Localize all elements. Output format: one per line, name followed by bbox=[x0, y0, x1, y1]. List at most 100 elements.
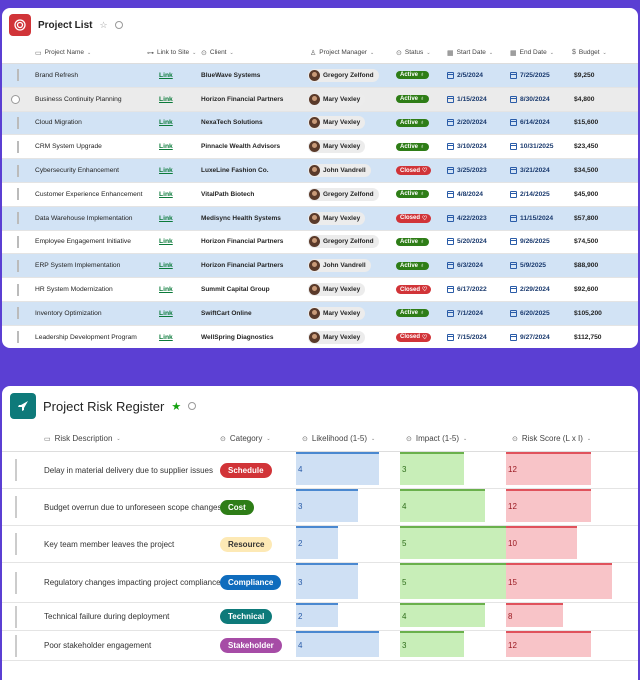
end-date-cell[interactable]: 11/15/2024 bbox=[504, 214, 570, 222]
risk-description-cell[interactable]: Delay in material delivery due to suppli… bbox=[44, 465, 213, 475]
budget-cell[interactable]: $9,250 bbox=[574, 71, 595, 79]
row-select[interactable] bbox=[2, 307, 29, 320]
risk-score-cell[interactable]: 12 bbox=[506, 631, 624, 660]
table-row[interactable]: Regulatory changes impacting project com… bbox=[2, 563, 638, 603]
person-chip[interactable]: Mary Vexley bbox=[308, 306, 366, 320]
client-cell[interactable]: WellSpring Diagnostics bbox=[201, 333, 274, 341]
pm-cell[interactable]: Mary Vexley bbox=[302, 92, 390, 106]
row-select[interactable] bbox=[2, 164, 29, 177]
project-name-cell[interactable]: Brand Refresh bbox=[35, 71, 79, 79]
budget-cell[interactable]: $112,750 bbox=[574, 333, 602, 341]
budget-cell[interactable]: $92,600 bbox=[574, 286, 599, 294]
status-cell[interactable]: Active ♁ bbox=[390, 71, 443, 80]
table-row[interactable]: Key team member leaves the project Resour… bbox=[2, 526, 638, 563]
row-checkbox[interactable] bbox=[11, 94, 20, 104]
category-cell[interactable]: Compliance bbox=[220, 563, 296, 602]
pm-cell[interactable]: John Vandrell bbox=[302, 259, 390, 273]
risk-score-cell[interactable]: 10 bbox=[506, 526, 624, 562]
risk-description-cell[interactable]: Technical failure during deployment bbox=[44, 612, 170, 621]
status-cell[interactable]: Closed ♡ bbox=[390, 166, 443, 176]
budget-cell[interactable]: $34,500 bbox=[574, 167, 599, 175]
table-row[interactable]: Cloud Migration Link NexaTech Solutions Mar… bbox=[2, 111, 638, 136]
risk-score-cell[interactable]: 12 bbox=[506, 452, 624, 488]
person-chip[interactable]: Mary Vexley bbox=[308, 140, 366, 154]
project-name-cell[interactable]: CRM System Upgrade bbox=[35, 143, 102, 151]
end-date-cell[interactable]: 3/21/2024 bbox=[504, 167, 570, 175]
end-date-cell[interactable]: 9/26/2025 bbox=[504, 238, 570, 246]
client-cell[interactable]: BlueWave Systems bbox=[201, 71, 261, 79]
pm-cell[interactable]: Mary Vexley bbox=[302, 116, 390, 130]
project-name-cell[interactable]: Employee Engagement Initiative bbox=[35, 238, 131, 246]
pm-cell[interactable]: Gregory Zelfond bbox=[302, 68, 390, 82]
favorite-star-icon[interactable]: ☆ bbox=[99, 19, 108, 30]
budget-cell[interactable]: $57,800 bbox=[574, 214, 599, 222]
table-row[interactable]: Inventory Optimization Link SwiftCart Onli… bbox=[2, 301, 638, 326]
row-select[interactable] bbox=[2, 563, 30, 602]
risk-description-cell[interactable]: Key team member leaves the project bbox=[44, 539, 175, 549]
site-link[interactable]: Link bbox=[159, 190, 173, 198]
client-cell[interactable]: Pinnacle Wealth Advisors bbox=[201, 143, 281, 151]
info-icon[interactable] bbox=[114, 21, 123, 29]
row-select[interactable] bbox=[2, 526, 30, 562]
start-date-cell[interactable]: 4/8/2024 bbox=[443, 190, 504, 198]
impact-cell[interactable]: 5 bbox=[400, 563, 506, 602]
select-all-cell[interactable] bbox=[2, 42, 29, 63]
start-date-cell[interactable]: 7/15/2024 bbox=[443, 333, 504, 341]
end-date-cell[interactable]: 2/14/2025 bbox=[504, 190, 570, 198]
pm-cell[interactable]: Mary Vexley bbox=[302, 283, 390, 297]
col-header-risk-score[interactable]: ⊙ Risk Score (L x I) ⌄ bbox=[506, 426, 624, 451]
pm-cell[interactable]: Gregory Zelfond bbox=[302, 235, 390, 249]
status-cell[interactable]: Active ♁ bbox=[390, 261, 443, 270]
end-date-cell[interactable]: 6/14/2024 bbox=[504, 119, 570, 127]
risk-description-cell[interactable]: Regulatory changes impacting project com… bbox=[44, 578, 220, 587]
col-header-project-name[interactable]: ▭ Project Name ⌄ bbox=[29, 42, 147, 63]
pm-cell[interactable]: Gregory Zelfond bbox=[302, 187, 390, 201]
project-name-cell[interactable]: HR System Modernization bbox=[35, 286, 113, 294]
likelihood-cell[interactable]: 4 bbox=[296, 631, 400, 660]
table-row[interactable]: Poor stakeholder engagement Stakeholder 4 3… bbox=[2, 631, 638, 661]
status-cell[interactable]: Active ♁ bbox=[390, 142, 443, 151]
client-cell[interactable]: Summit Capital Group bbox=[201, 286, 270, 294]
col-header-link[interactable]: ⊶ Link to Site ⌄ bbox=[147, 42, 197, 63]
table-row[interactable]: Cybersecurity Enhancement Link LuxeLine Fa… bbox=[2, 159, 638, 183]
budget-cell[interactable]: $105,200 bbox=[574, 309, 602, 317]
client-cell[interactable]: Horizon Financial Partners bbox=[201, 262, 284, 270]
budget-cell[interactable]: $23,450 bbox=[574, 143, 599, 151]
table-row[interactable]: Customer Experience Enhancement Link Vital… bbox=[2, 183, 638, 207]
likelihood-cell[interactable]: 3 bbox=[296, 489, 400, 525]
row-select[interactable] bbox=[2, 116, 29, 129]
site-link[interactable]: Link bbox=[159, 309, 173, 317]
person-chip[interactable]: Mary Vexley bbox=[308, 283, 366, 297]
budget-cell[interactable]: $88,900 bbox=[574, 262, 599, 270]
impact-cell[interactable]: 3 bbox=[400, 631, 506, 660]
col-header-client[interactable]: ⊙ Client ⌄ bbox=[197, 42, 302, 63]
table-row[interactable]: Data Warehouse Implementation Link Medisyn… bbox=[2, 206, 638, 231]
end-date-cell[interactable]: 9/27/2024 bbox=[504, 333, 570, 341]
pm-cell[interactable]: John Vandrell bbox=[302, 164, 390, 178]
project-name-cell[interactable]: Cybersecurity Enhancement bbox=[35, 167, 120, 175]
project-name-cell[interactable]: Inventory Optimization bbox=[35, 309, 102, 317]
status-cell[interactable]: Closed ♡ bbox=[390, 285, 443, 295]
client-cell[interactable]: Medisync Health Systems bbox=[201, 214, 281, 222]
person-chip[interactable]: John Vandrell bbox=[308, 164, 371, 178]
start-date-cell[interactable]: 2/5/2024 bbox=[443, 71, 504, 79]
col-header-impact[interactable]: ⊙ Impact (1-5) ⌄ bbox=[400, 426, 506, 451]
client-cell[interactable]: SwiftCart Online bbox=[201, 309, 252, 317]
table-row[interactable]: Brand Refresh Link BlueWave Systems Gregory… bbox=[2, 64, 638, 88]
impact-cell[interactable]: 3 bbox=[400, 452, 506, 488]
site-link[interactable]: Link bbox=[159, 238, 173, 246]
row-select[interactable] bbox=[2, 69, 29, 82]
person-chip[interactable]: Gregory Zelfond bbox=[308, 68, 379, 82]
status-cell[interactable]: Closed ♡ bbox=[390, 332, 443, 342]
site-link[interactable]: Link bbox=[159, 95, 173, 103]
impact-cell[interactable]: 4 bbox=[400, 489, 506, 525]
end-date-cell[interactable]: 8/30/2024 bbox=[504, 95, 570, 103]
pm-cell[interactable]: Mary Vexley bbox=[302, 306, 390, 320]
budget-cell[interactable]: $4,800 bbox=[574, 95, 595, 103]
site-link[interactable]: Link bbox=[159, 333, 173, 341]
col-header-pm[interactable]: ♙ Project Manager ⌄ bbox=[302, 42, 390, 63]
col-header-risk-description[interactable]: ▭ Risk Description ⌄ bbox=[30, 426, 220, 451]
site-link[interactable]: Link bbox=[159, 262, 173, 270]
risk-description-cell[interactable]: Poor stakeholder engagement bbox=[44, 641, 152, 650]
person-chip[interactable]: John Vandrell bbox=[308, 259, 371, 273]
